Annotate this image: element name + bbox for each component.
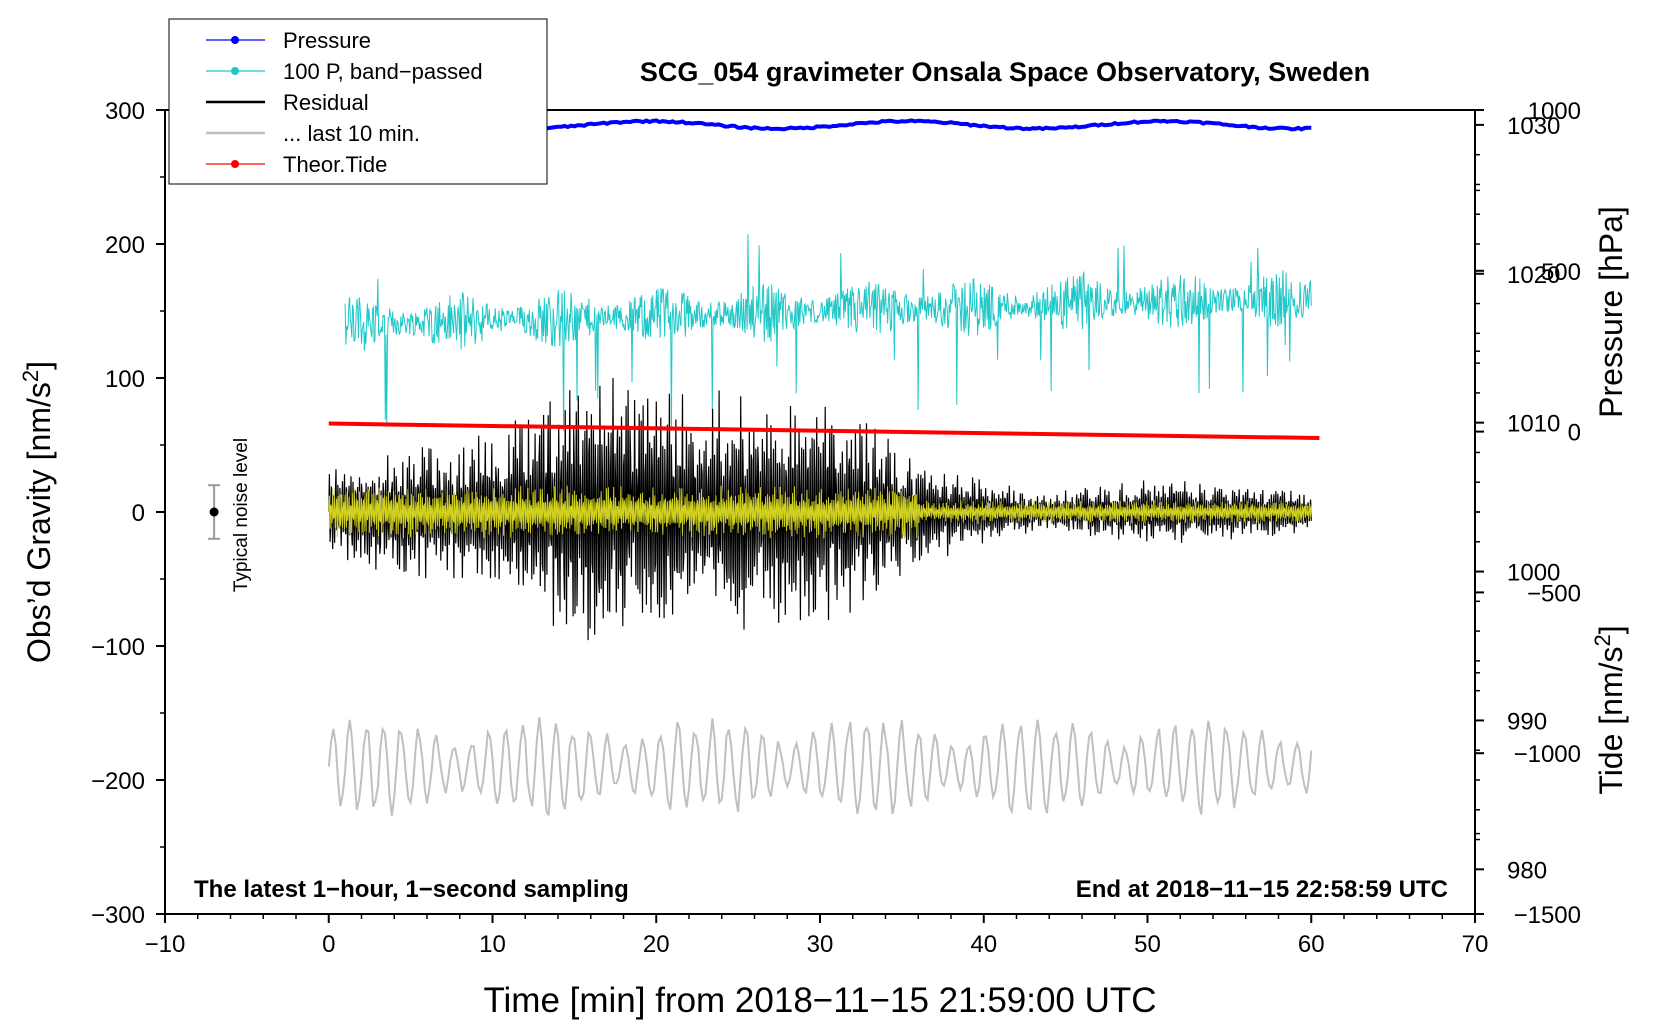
axes-layer: −10 0 10 20 30 40 50 60 70−300−200−1000100200300… <box>91 98 1581 958</box>
legend: Pressure 100 P, band−passed Residual ... la… <box>168 18 548 185</box>
pressure-tick-label: 1000 <box>1507 560 1560 587</box>
tide-tick-label: 0 <box>1568 420 1581 447</box>
y-axis-label-tide-sup: 2 <box>1590 634 1615 646</box>
noise-point <box>209 507 219 517</box>
y-tick-label-left: 200 <box>105 232 145 259</box>
annotation-sampling: The latest 1−hour, 1−second sampling <box>194 876 629 903</box>
legend-label: Theor.Tide <box>283 152 387 177</box>
x-tick-label: 40 <box>970 931 997 958</box>
y-tick-label-left: −100 <box>91 634 145 661</box>
series-last-10-min-line <box>327 717 1313 816</box>
legend-label: Pressure <box>283 28 371 53</box>
tide-tick-label: −1500 <box>1514 902 1581 929</box>
series-residual-filtered-line <box>328 485 1312 539</box>
y-axis-label-tide-text: Tide [nm/s <box>1593 646 1629 794</box>
legend-swatch-marker <box>231 36 239 44</box>
y-tick-label-left: −200 <box>91 768 145 795</box>
noise-marker: Typical noise level <box>208 438 252 592</box>
y-axis-label-tide-close: ] <box>1593 625 1629 634</box>
y-axis-label-left: Obs’d Gravity [nm/s2] <box>18 361 57 663</box>
legend-swatch-marker <box>231 160 239 168</box>
pressure-tick-label: 980 <box>1507 857 1547 884</box>
chart-title: SCG_054 gravimeter Onsala Space Observat… <box>640 57 1370 87</box>
y-tick-label-left: 100 <box>105 366 145 393</box>
x-axis-label: Time [min] from 2018−11−15 21:59:00 UTC <box>483 981 1156 1020</box>
y-axis-label-pressure: Pressure [hPa] <box>1593 206 1629 418</box>
pressure-tick-label: 1030 <box>1507 113 1560 140</box>
series-layer <box>327 118 1320 816</box>
annotation-end-time: End at 2018−11−15 22:58:59 UTC <box>1076 876 1448 903</box>
pressure-tick-label: 1020 <box>1507 262 1560 289</box>
x-tick-label: 0 <box>322 931 335 958</box>
x-tick-label: 30 <box>807 931 834 958</box>
pressure-tick-label: 1010 <box>1507 411 1560 438</box>
x-tick-label: 10 <box>479 931 506 958</box>
x-tick-label: 60 <box>1298 931 1325 958</box>
y-axis-label-left-text: Obs’d Gravity [nm/s <box>21 382 57 663</box>
tide-tick-label: −500 <box>1527 580 1581 607</box>
noise-level-label: Typical noise level <box>231 438 252 592</box>
x-tick-label: −10 <box>145 931 186 958</box>
legend-label: ... last 10 min. <box>283 121 420 146</box>
x-tick-label: 50 <box>1134 931 1161 958</box>
pressure-tick-label: 990 <box>1507 708 1547 735</box>
y-axis-label-left-sup: 2 <box>18 370 43 382</box>
x-tick-label: 20 <box>643 931 670 958</box>
legend-label: 100 P, band−passed <box>283 59 483 84</box>
tide-tick-label: −1000 <box>1514 741 1581 768</box>
x-tick-label: 70 <box>1462 931 1489 958</box>
y-tick-label-left: 300 <box>105 98 145 125</box>
tide-tick-label: 1000 <box>1528 98 1581 125</box>
legend-swatch-marker <box>231 67 239 75</box>
series-pressure-band-passed-line <box>344 234 1312 432</box>
y-axis-label-left-close: ] <box>21 361 57 370</box>
y-tick-label-left: −300 <box>91 902 145 929</box>
series-tide-line <box>328 421 1320 441</box>
y-axis-label-tide: Tide [nm/s2] <box>1590 625 1629 794</box>
y-tick-label-left: 0 <box>132 500 145 527</box>
legend-label: Residual <box>283 90 369 115</box>
tide-tick-label: 500 <box>1541 259 1581 286</box>
